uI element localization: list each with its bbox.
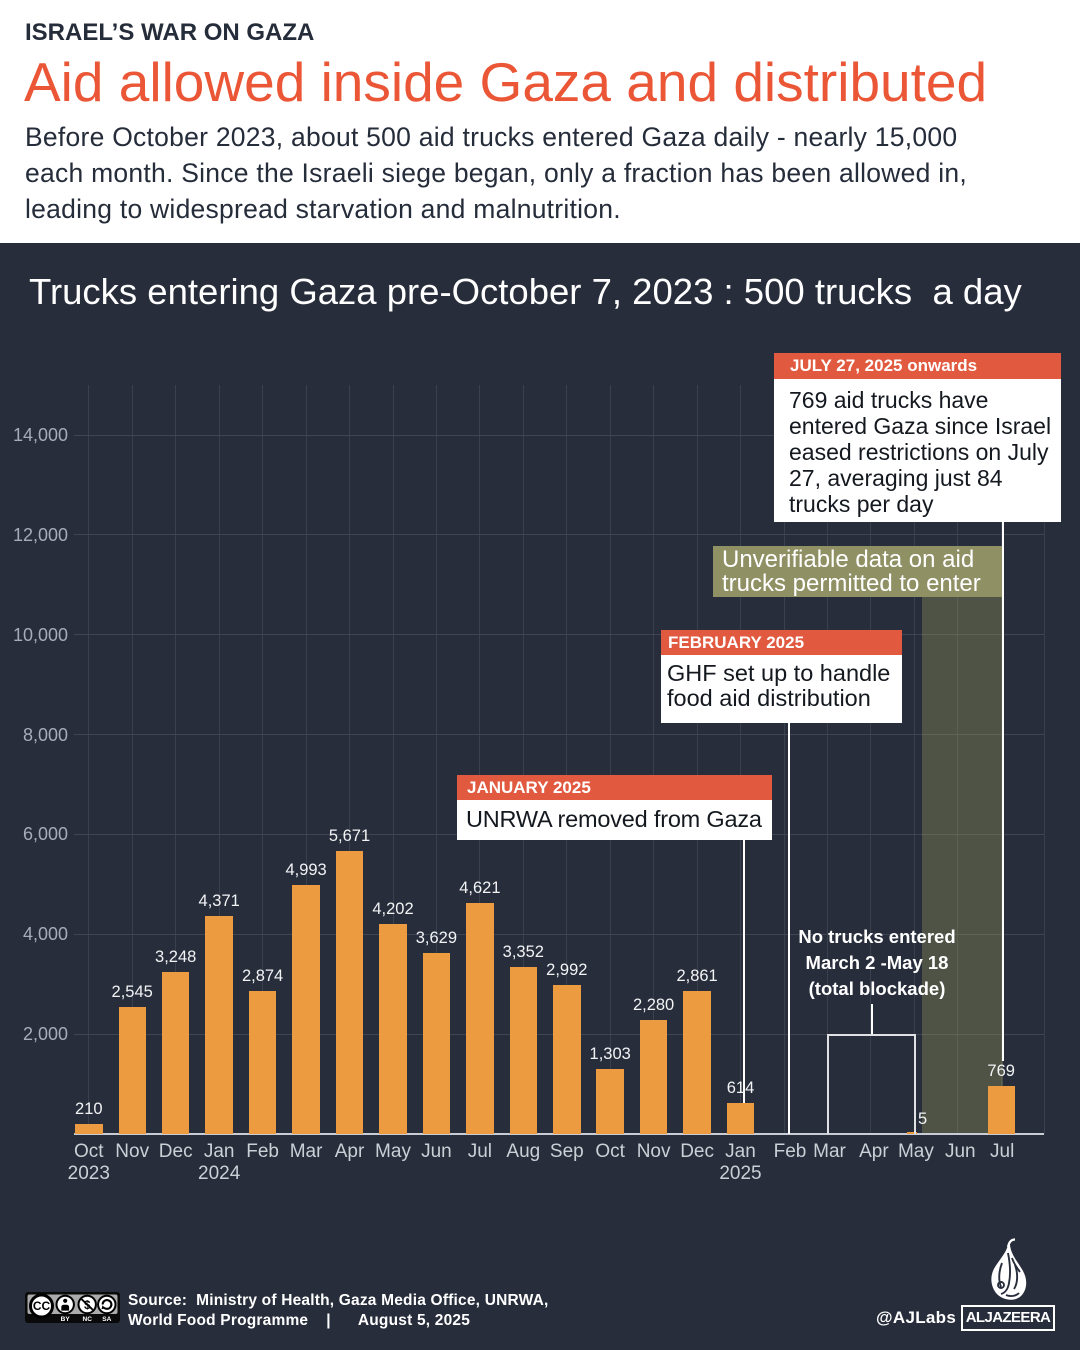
svg-text:SA: SA	[102, 1316, 111, 1323]
svg-text:CC: CC	[33, 1299, 51, 1313]
svg-text:BY: BY	[61, 1316, 71, 1323]
svg-text:NC: NC	[83, 1316, 93, 1323]
